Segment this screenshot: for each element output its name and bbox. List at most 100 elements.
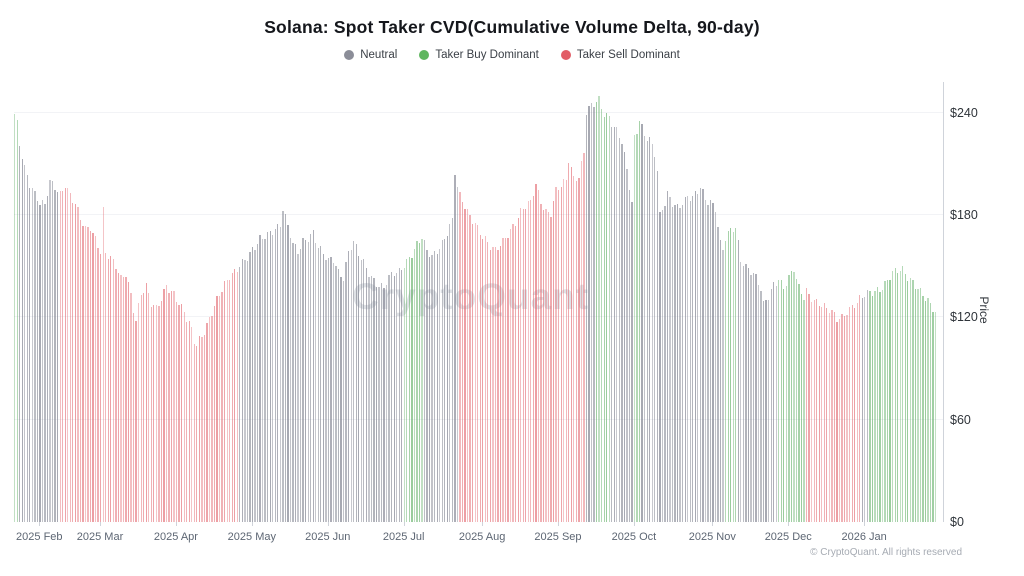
bar <box>545 208 547 522</box>
bar <box>869 291 871 522</box>
bar <box>676 204 679 522</box>
bar <box>183 311 185 522</box>
bar <box>659 212 661 522</box>
x-tick <box>864 522 866 526</box>
bar <box>218 296 221 522</box>
bar <box>687 196 689 522</box>
bar <box>520 207 522 522</box>
bar <box>552 200 555 522</box>
bar <box>788 274 790 522</box>
gridline <box>14 214 943 216</box>
bar <box>724 241 727 522</box>
bar <box>388 274 390 522</box>
legend-item-taker-sell[interactable]: Taker Sell Dominant <box>560 49 680 61</box>
bar <box>684 196 686 522</box>
bar <box>704 199 707 522</box>
plot-area[interactable] <box>14 82 943 522</box>
bar <box>21 158 23 522</box>
bar <box>616 126 618 522</box>
bar <box>261 238 264 522</box>
bar <box>64 188 66 522</box>
bar <box>874 290 876 522</box>
bar <box>148 292 150 522</box>
bar <box>307 241 309 522</box>
legend-item-neutral[interactable]: Neutral <box>344 49 397 61</box>
bar <box>378 287 380 522</box>
x-tick <box>482 522 484 526</box>
bar <box>239 267 241 522</box>
bar <box>752 272 755 522</box>
bar <box>811 301 813 522</box>
bar <box>540 204 542 522</box>
x-tick-label: 2025 May <box>227 531 276 543</box>
bar <box>494 247 497 522</box>
bar <box>871 295 874 522</box>
bar <box>507 238 509 522</box>
bar <box>403 268 405 522</box>
bar <box>317 248 319 522</box>
bar <box>67 187 69 522</box>
bar <box>224 281 226 522</box>
bar <box>623 151 626 522</box>
bar <box>773 282 775 522</box>
bar <box>778 280 780 522</box>
bar <box>105 252 107 522</box>
bar <box>838 319 841 522</box>
neutral-dot-icon <box>344 50 355 60</box>
bar <box>132 313 135 522</box>
bar <box>373 277 375 522</box>
bar <box>335 266 337 522</box>
bar <box>732 232 734 522</box>
bar <box>51 181 54 522</box>
bar <box>112 258 114 522</box>
bar <box>34 190 36 522</box>
bar <box>755 273 757 522</box>
bar <box>360 260 362 522</box>
bar <box>879 291 881 522</box>
bar <box>932 311 934 522</box>
bar <box>330 257 332 522</box>
bar <box>727 230 729 522</box>
bar <box>254 249 256 522</box>
bar <box>143 292 145 522</box>
bar <box>697 193 699 522</box>
bar <box>322 254 324 522</box>
bar <box>46 196 49 522</box>
bar <box>745 263 747 522</box>
bar <box>492 247 494 522</box>
bar <box>256 243 259 522</box>
bar <box>489 250 491 522</box>
bar <box>530 199 532 522</box>
bar <box>907 280 909 522</box>
bar <box>244 260 246 522</box>
bar <box>186 321 188 522</box>
bar <box>406 259 408 522</box>
bar <box>277 223 279 522</box>
bar <box>92 232 94 522</box>
bar <box>770 288 772 522</box>
bar <box>740 261 742 522</box>
bar <box>689 200 691 522</box>
x-tick-label: 2025 Mar <box>76 531 124 543</box>
bar <box>188 321 190 522</box>
x-tick-label: 2025 Apr <box>153 531 198 543</box>
bar <box>77 207 79 522</box>
bar <box>44 203 46 522</box>
bar <box>669 197 671 522</box>
bar <box>158 305 160 522</box>
bar <box>598 96 600 522</box>
bar <box>287 224 289 522</box>
bar <box>180 303 183 522</box>
bar <box>393 276 395 522</box>
legend-item-taker-buy[interactable]: Taker Buy Dominant <box>419 49 539 61</box>
bar <box>426 249 428 522</box>
bar <box>803 299 805 522</box>
bar <box>155 304 157 522</box>
bar <box>532 196 534 522</box>
bar <box>396 272 398 522</box>
legend-label: Taker Buy Dominant <box>435 49 539 61</box>
bar <box>823 302 825 522</box>
bar <box>527 200 529 522</box>
bar <box>274 229 276 522</box>
bar <box>408 256 410 522</box>
